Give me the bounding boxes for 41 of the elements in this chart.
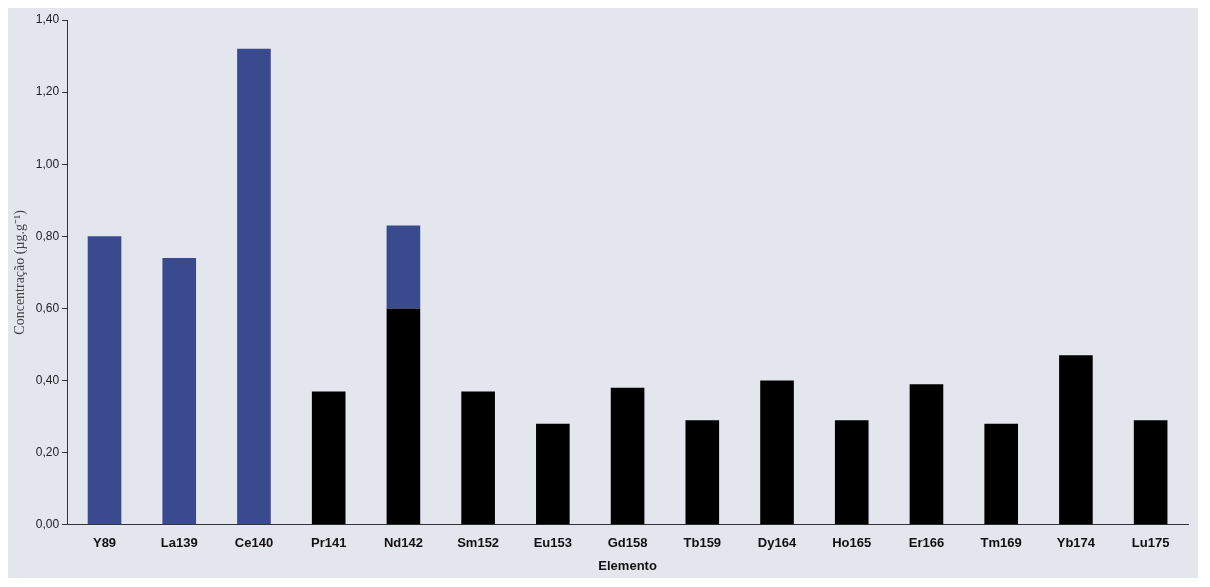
y-tick-label: 1,20 (35, 84, 60, 99)
y-tick-label: 0,00 (35, 517, 60, 532)
y-tick-label: 0,60 (35, 300, 60, 315)
bar (536, 423, 570, 525)
x-tick-label: Sm152 (457, 535, 500, 551)
bar (162, 257, 197, 525)
x-tick-label: Ce140 (234, 535, 274, 551)
x-axis-title: Elemento (598, 557, 657, 573)
x-tick-label: Nd142 (383, 535, 423, 551)
bar (1133, 420, 1168, 525)
y-tick-label: 0,80 (35, 228, 60, 243)
bar (909, 384, 944, 525)
y-tick-label: 1,00 (35, 156, 60, 171)
y-axis-title: Concentração (µg.g⁻¹) (12, 209, 29, 335)
bar (311, 391, 346, 525)
bar (760, 380, 794, 525)
y-tick-label: 1,40 (35, 12, 60, 27)
bar (461, 391, 495, 525)
x-tick-label: Y89 (92, 535, 117, 551)
x-tick-label: Lu175 (1131, 535, 1170, 551)
bar (685, 420, 720, 525)
x-tick-label: La139 (160, 535, 198, 551)
bar (386, 308, 421, 525)
x-tick-label: Pr141 (310, 535, 347, 551)
bar (984, 423, 1019, 525)
bar (610, 387, 645, 525)
x-tick-label: Er166 (908, 535, 945, 551)
x-tick-label: Ho165 (832, 535, 872, 551)
x-tick-label: Gd158 (607, 535, 648, 551)
bar (237, 48, 271, 525)
y-tick-label: 0,40 (35, 372, 60, 387)
x-tick-label: Eu153 (533, 535, 573, 551)
x-tick-label: Dy164 (757, 535, 797, 551)
x-tick-label: Tm169 (980, 535, 1022, 551)
bar (87, 236, 122, 525)
x-tick-label: Yb174 (1056, 535, 1096, 551)
bar (834, 420, 869, 525)
x-tick-label: Tb159 (683, 535, 722, 551)
bar (1059, 355, 1093, 525)
bar (386, 225, 421, 309)
y-tick-label: 0,20 (35, 445, 60, 459)
